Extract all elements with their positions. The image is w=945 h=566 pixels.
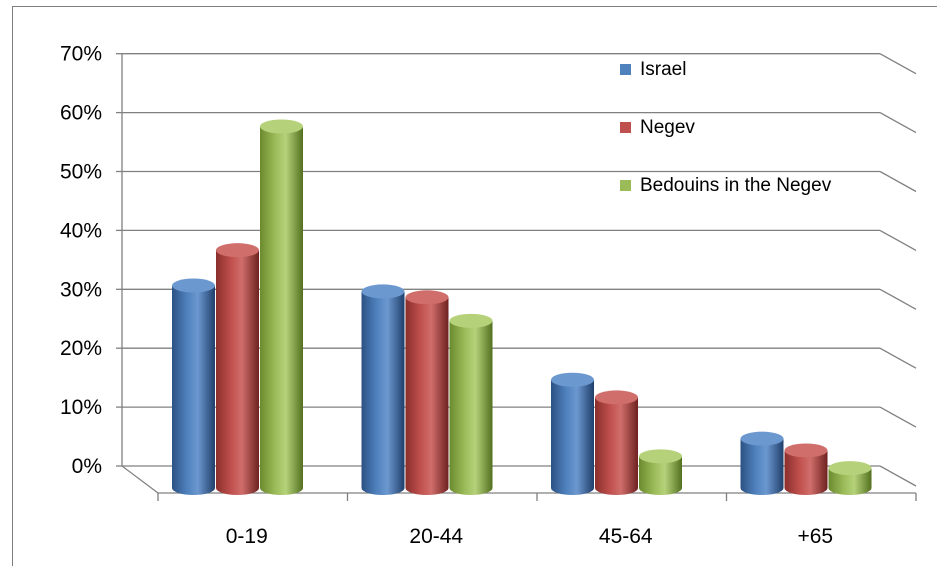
legend: Israel Negev Bedouins in the Negev bbox=[620, 59, 832, 196]
bar-cap bbox=[449, 313, 493, 328]
bar bbox=[595, 390, 638, 495]
legend-label: Negev bbox=[640, 117, 695, 138]
legend-swatch bbox=[620, 64, 631, 75]
gridlines bbox=[122, 53, 917, 487]
bar-body bbox=[405, 297, 449, 495]
bar bbox=[405, 290, 449, 495]
bar-body bbox=[784, 450, 828, 495]
y-tick-label: 30% bbox=[60, 278, 102, 301]
bar bbox=[740, 431, 784, 495]
x-tick-label: 20-44 bbox=[409, 525, 463, 548]
legend-label: Bedouins in the Negev bbox=[640, 175, 832, 196]
bar-cap bbox=[260, 119, 303, 134]
gridline-depth bbox=[879, 53, 917, 75]
x-tick-label: +65 bbox=[797, 525, 833, 548]
legend-label: Israel bbox=[640, 59, 686, 80]
x-tick-label: 45-64 bbox=[599, 525, 653, 548]
x-tick-label: 0-19 bbox=[226, 525, 268, 548]
gridline-depth bbox=[879, 170, 917, 193]
legend-entry: Bedouins in the Negev bbox=[620, 175, 832, 196]
floor-depth-left bbox=[121, 465, 159, 494]
bar-body bbox=[551, 379, 594, 495]
y-tick-label: 50% bbox=[60, 161, 102, 184]
bar bbox=[260, 119, 303, 496]
bar-body bbox=[216, 250, 259, 495]
x-axis-labels: 0-19 20-44 45-64 +65 bbox=[226, 525, 833, 548]
gridline-depth bbox=[879, 112, 917, 134]
y-tick-label: 40% bbox=[60, 219, 102, 242]
bar-cap bbox=[784, 443, 828, 458]
y-tick-label: 70% bbox=[60, 43, 102, 66]
bar-cap bbox=[551, 372, 594, 387]
bar-body bbox=[595, 397, 638, 495]
bar bbox=[361, 284, 405, 495]
legend-entry: Negev bbox=[620, 117, 695, 138]
y-tick-label: 10% bbox=[60, 396, 102, 419]
bar-body bbox=[639, 456, 682, 495]
bar-cap bbox=[740, 431, 784, 446]
bars bbox=[172, 119, 872, 496]
gridline-depth bbox=[879, 406, 917, 428]
bar-body bbox=[828, 468, 872, 495]
legend-swatch bbox=[620, 122, 631, 133]
bar-cap bbox=[405, 290, 449, 305]
y-axis-labels: 0% 10% 20% 30% 40% 50% 60% 70% bbox=[60, 43, 102, 478]
bar bbox=[639, 449, 682, 495]
chart-frame bbox=[12, 6, 937, 566]
bar-cap bbox=[361, 284, 405, 299]
y-tick-label: 20% bbox=[60, 337, 102, 360]
bar bbox=[784, 443, 828, 495]
bar bbox=[828, 461, 872, 495]
y-tick-label: 60% bbox=[60, 102, 102, 125]
gridline-depth bbox=[879, 288, 917, 310]
bar bbox=[449, 313, 493, 495]
bar-cap bbox=[216, 243, 259, 258]
gridline-depth bbox=[879, 229, 917, 251]
bar-body bbox=[449, 320, 493, 495]
bar-cap bbox=[828, 461, 872, 476]
bar-cap bbox=[639, 449, 682, 464]
bar bbox=[551, 372, 594, 495]
y-tick-label: 0% bbox=[72, 455, 102, 478]
bar-body bbox=[172, 285, 215, 495]
bar-body bbox=[260, 126, 303, 496]
legend-entry: Israel bbox=[620, 59, 686, 80]
legend-swatch bbox=[620, 180, 631, 191]
bar-cap bbox=[172, 278, 215, 293]
bar-cap bbox=[595, 390, 638, 405]
bar bbox=[172, 278, 215, 495]
bar-body bbox=[361, 291, 405, 495]
gridline-depth bbox=[879, 347, 917, 369]
gridline-depth bbox=[879, 465, 917, 487]
bar bbox=[216, 243, 259, 495]
bar-body bbox=[740, 438, 784, 495]
